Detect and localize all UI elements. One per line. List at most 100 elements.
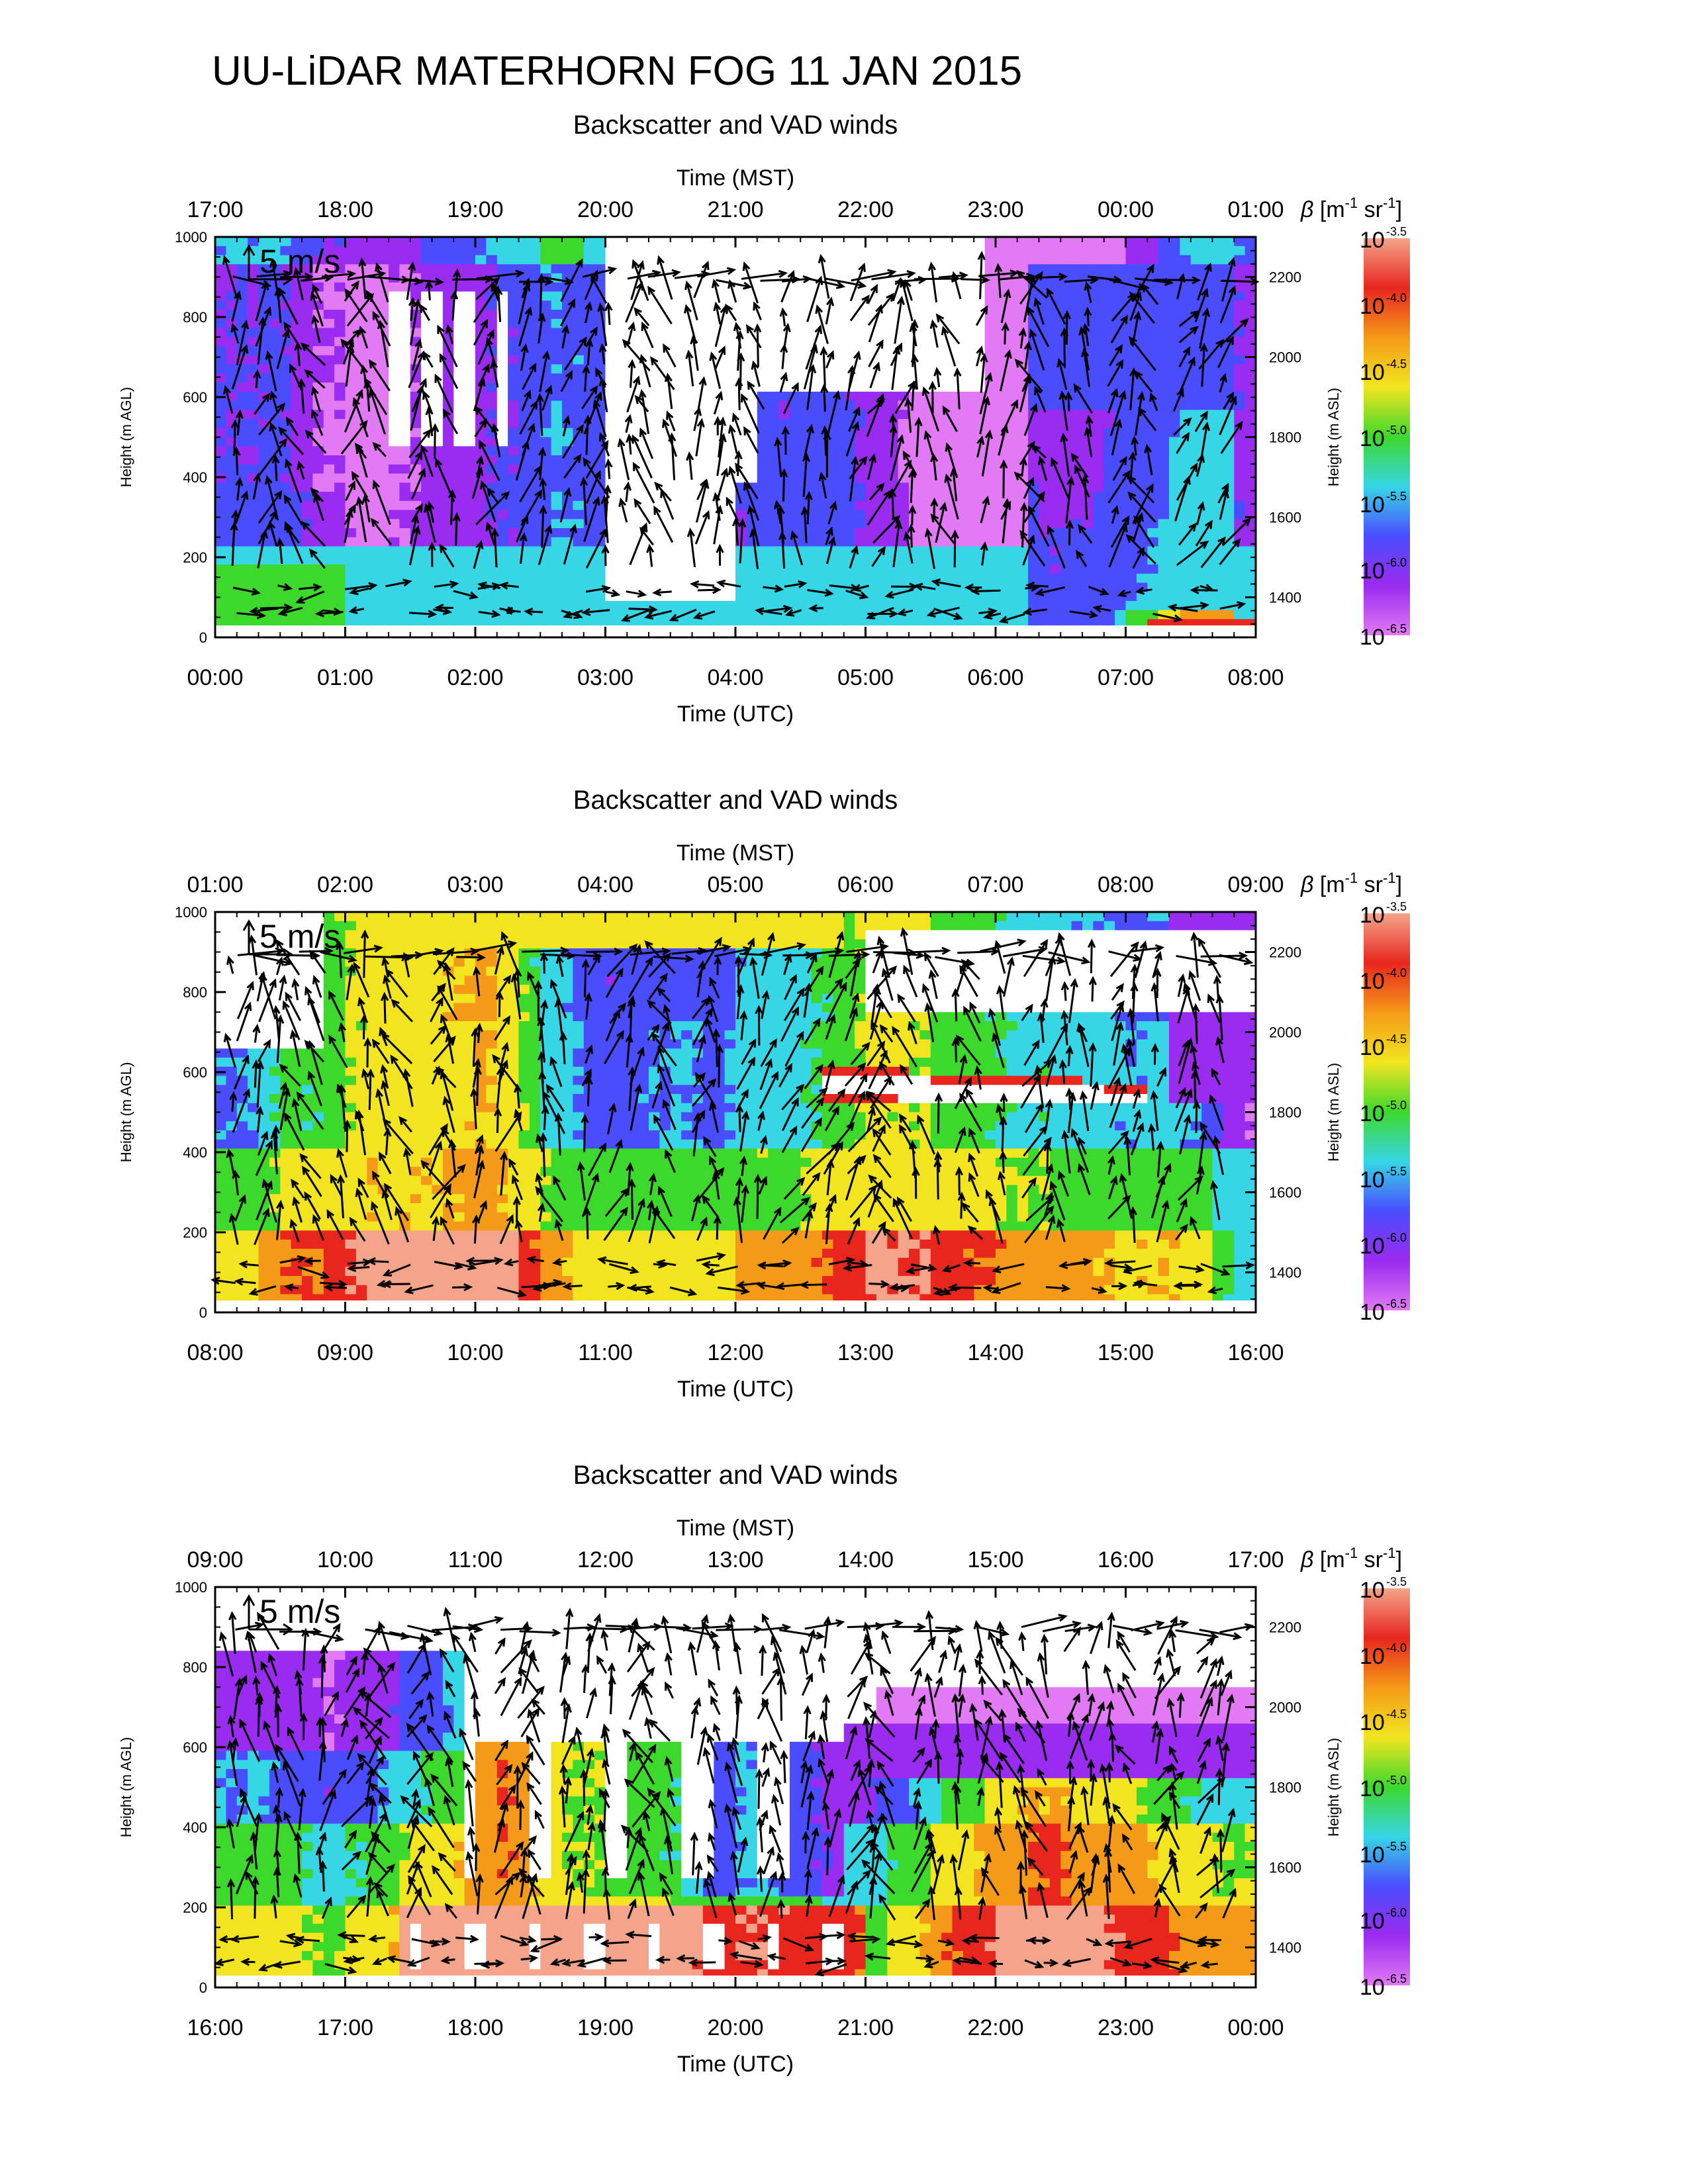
backscatter-cell	[1190, 346, 1202, 356]
backscatter-cell	[236, 391, 248, 402]
backscatter-cell	[486, 400, 498, 411]
backscatter-cell	[789, 364, 802, 375]
backscatter-cell	[746, 565, 758, 574]
backscatter-cell	[367, 610, 379, 620]
wind-arrow	[643, 610, 672, 620]
backscatter-cell	[529, 446, 541, 456]
backscatter-cell	[367, 373, 379, 383]
wind-arrow	[1058, 390, 1068, 431]
backscatter-cell	[1244, 410, 1256, 420]
backscatter-cell	[692, 255, 704, 265]
backscatter-cell	[649, 573, 661, 584]
backscatter-cell	[215, 328, 227, 338]
backscatter-cell	[1071, 355, 1083, 365]
backscatter-cell	[996, 400, 1008, 411]
wind-arrow	[632, 434, 653, 478]
backscatter-cell	[1049, 500, 1062, 511]
wind-arrow	[1022, 534, 1035, 566]
backscatter-cell	[1006, 482, 1018, 492]
backscatter-cell	[1017, 255, 1029, 265]
backscatter-cell	[1082, 537, 1094, 547]
backscatter-cell	[692, 519, 704, 529]
backscatter-cell	[291, 410, 303, 420]
backscatter-cell	[355, 573, 368, 584]
backscatter-cell	[768, 255, 780, 265]
backscatter-cell	[746, 555, 758, 565]
backscatter-cell	[778, 300, 790, 310]
backscatter-cell	[215, 400, 227, 411]
backscatter-cell	[855, 610, 867, 620]
backscatter-cell	[768, 546, 780, 557]
backscatter-cell	[974, 300, 986, 310]
backscatter-cell	[421, 565, 433, 574]
backscatter-cell	[962, 455, 975, 465]
backscatter-cell	[724, 246, 736, 256]
wind-arrow	[411, 378, 427, 412]
backscatter-cell	[486, 437, 498, 447]
wind-arrow	[1023, 477, 1035, 500]
backscatter-cell	[432, 500, 444, 511]
x-top-tick-label: 20:00	[577, 197, 633, 222]
backscatter-cell	[389, 573, 400, 584]
backscatter-cell	[962, 428, 975, 438]
backscatter-cell	[1190, 264, 1202, 274]
backscatter-cell	[421, 264, 433, 274]
backscatter-cell	[768, 510, 780, 520]
backscatter-cell	[1180, 410, 1192, 420]
backscatter-cell	[768, 573, 780, 584]
backscatter-cell	[1244, 582, 1256, 593]
backscatter-cell	[1136, 537, 1149, 547]
backscatter-cell	[421, 582, 433, 593]
wind-arrow	[697, 586, 722, 594]
wind-arrow	[222, 255, 238, 298]
backscatter-cell	[1201, 565, 1213, 574]
y-left-tick-label: 600	[183, 389, 207, 406]
backscatter-cell	[291, 582, 303, 593]
backscatter-cell	[702, 373, 715, 383]
backscatter-cell	[855, 601, 867, 611]
backscatter-cell	[1158, 310, 1170, 320]
backscatter-cell	[996, 346, 1008, 356]
wind-arrow	[422, 351, 434, 368]
wind-arrow	[538, 524, 553, 565]
wind-arrow	[1014, 358, 1043, 392]
wind-arrow	[581, 608, 610, 616]
backscatter-cell	[486, 455, 498, 465]
wind-arrow	[473, 318, 488, 346]
backscatter-cell	[1006, 573, 1018, 584]
backscatter-cell	[1071, 446, 1083, 456]
backscatter-cell	[215, 428, 227, 438]
backscatter-cell	[312, 446, 324, 456]
backscatter-cell	[540, 291, 552, 302]
wind-arrow	[1132, 512, 1144, 542]
backscatter-cell	[670, 300, 682, 310]
backscatter-cell	[1006, 300, 1018, 310]
wind-arrow	[630, 260, 645, 300]
wind-arrow	[583, 391, 602, 435]
backscatter-cell	[1125, 410, 1137, 420]
backscatter-cell	[984, 355, 996, 365]
backscatter-cell	[573, 300, 585, 310]
backscatter-cell	[811, 573, 823, 584]
backscatter-cell	[248, 428, 259, 438]
backscatter-cell	[1190, 473, 1202, 484]
backscatter-cell	[215, 482, 227, 492]
backscatter-cell	[1136, 419, 1149, 429]
backscatter-cell	[291, 500, 303, 511]
wind-arrow	[1167, 604, 1198, 612]
backscatter-cell	[399, 300, 411, 310]
backscatter-cell	[616, 546, 628, 557]
backscatter-cell	[464, 610, 476, 620]
backscatter-cell	[453, 419, 465, 429]
wind-arrow	[230, 419, 240, 455]
backscatter-cell	[865, 246, 877, 256]
backscatter-cell	[768, 383, 780, 392]
backscatter-cell	[778, 592, 790, 602]
backscatter-cell	[843, 565, 855, 574]
backscatter-cell	[1103, 528, 1115, 538]
backscatter-cell	[496, 391, 508, 402]
backscatter-cell	[681, 391, 693, 402]
backscatter-cell	[1147, 573, 1159, 584]
backscatter-cell	[1006, 510, 1018, 520]
backscatter-cell	[649, 537, 661, 547]
